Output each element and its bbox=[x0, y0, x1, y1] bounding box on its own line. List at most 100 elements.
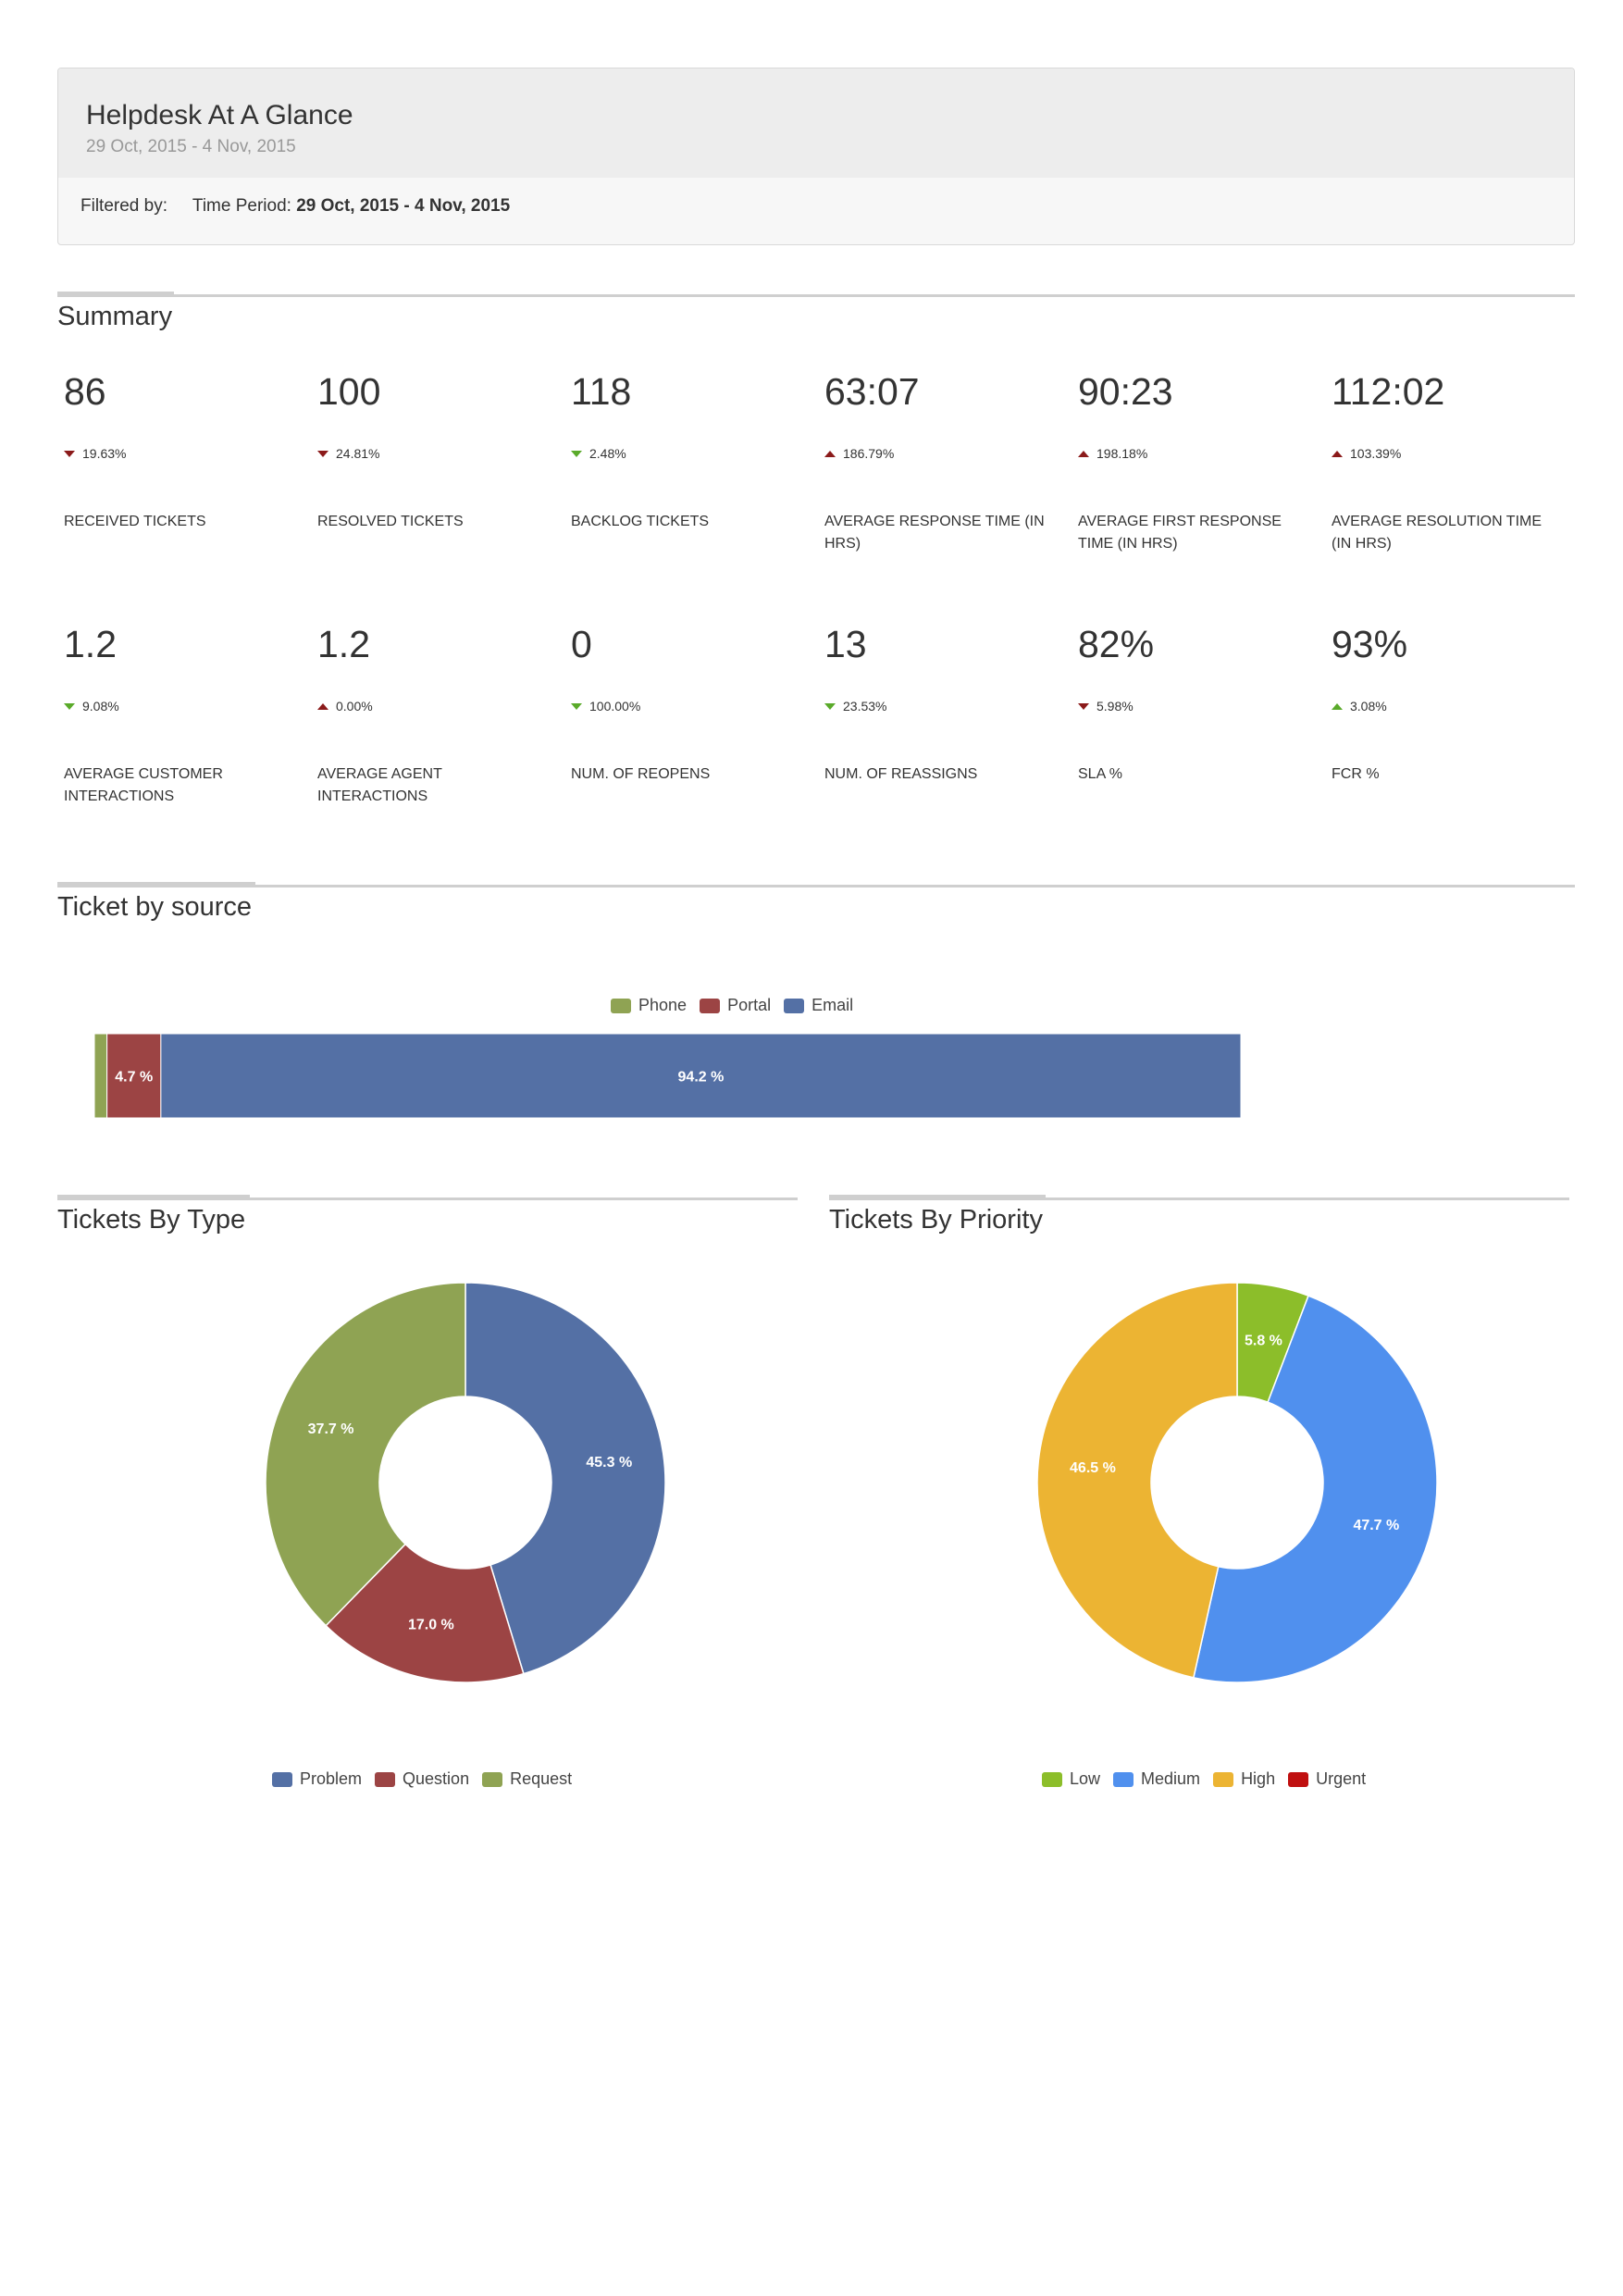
arrow-up-icon bbox=[317, 702, 328, 710]
legend-label: Question bbox=[403, 1769, 470, 1788]
legend-item-phone[interactable]: Phone bbox=[611, 996, 687, 1015]
arrow-up-icon bbox=[1332, 450, 1343, 457]
metric-value: 86 bbox=[64, 370, 106, 413]
section-divider bbox=[829, 1195, 1569, 1200]
section-divider bbox=[57, 1195, 798, 1200]
pie-data-label: 37.7 % bbox=[308, 1421, 354, 1437]
metric-change: 2.48% bbox=[571, 446, 626, 461]
legend-item-high[interactable]: High bbox=[1213, 1769, 1275, 1789]
time-period-value: 29 Oct, 2015 - 4 Nov, 2015 bbox=[296, 196, 511, 216]
metric-change-value: 24.81% bbox=[336, 446, 380, 461]
legend-swatch bbox=[272, 1771, 292, 1787]
metric-label: FCR % bbox=[1332, 766, 1380, 782]
arrow-up-icon bbox=[824, 450, 836, 457]
legend-item-low[interactable]: Low bbox=[1042, 1769, 1100, 1789]
bar-data-label: 94.2 % bbox=[678, 1070, 725, 1086]
pie-slice-problem[interactable] bbox=[465, 1282, 666, 1675]
report-header: Helpdesk At A Glance 29 Oct, 2015 - 4 No… bbox=[57, 68, 1575, 245]
legend-item-portal[interactable]: Portal bbox=[700, 996, 771, 1015]
metric-value: 13 bbox=[824, 623, 867, 665]
metric-change: 3.08% bbox=[1332, 699, 1387, 714]
metric-change-value: 100.00% bbox=[589, 699, 641, 714]
metric-change: 24.81% bbox=[317, 446, 379, 461]
arrow-down-icon bbox=[824, 702, 836, 710]
bar-segment-portal[interactable] bbox=[106, 1033, 162, 1119]
metric-label: NUM. OF REOPENS bbox=[571, 766, 711, 782]
summary-title: Summary bbox=[57, 302, 173, 331]
metric-label: RECEIVED TICKETS bbox=[64, 514, 206, 529]
pie-data-label: 47.7 % bbox=[1353, 1518, 1399, 1533]
metric-change: 5.98% bbox=[1078, 699, 1134, 714]
report-title: Helpdesk At A Glance bbox=[86, 100, 353, 130]
metric-change-value: 23.53% bbox=[843, 699, 887, 714]
arrow-down-icon bbox=[1078, 702, 1089, 710]
metric-label: AVERAGE CUSTOMER INTERACTIONS bbox=[64, 766, 223, 804]
metric-change-value: 198.18% bbox=[1096, 446, 1148, 461]
metric-change-value: 19.63% bbox=[82, 446, 127, 461]
pie-slice-high[interactable] bbox=[1036, 1282, 1238, 1679]
legend-label: Urgent bbox=[1316, 1769, 1367, 1788]
legend-item-urgent[interactable]: Urgent bbox=[1288, 1769, 1366, 1789]
legend-item-medium[interactable]: Medium bbox=[1113, 1769, 1200, 1789]
legend-swatch bbox=[611, 998, 631, 1013]
legend-swatch bbox=[1288, 1771, 1309, 1787]
source-chart-title: Ticket by source bbox=[57, 892, 253, 922]
metric-value: 1.2 bbox=[317, 623, 370, 665]
metric-value: 82% bbox=[1078, 623, 1155, 665]
priority-donut-chart: 5.8 % 47.7 % 46.5 % bbox=[1036, 1282, 1438, 1683]
arrow-up-icon bbox=[1078, 450, 1089, 457]
metric-change-value: 186.79% bbox=[843, 446, 895, 461]
type-section-header: Tickets By Type bbox=[57, 1195, 798, 1244]
priority-section-header: Tickets By Priority bbox=[829, 1195, 1569, 1244]
section-divider bbox=[57, 882, 1575, 887]
legend-item-problem[interactable]: Problem bbox=[272, 1769, 362, 1789]
bar-segment-email[interactable] bbox=[160, 1033, 1242, 1119]
pie-slice-medium[interactable] bbox=[1192, 1295, 1438, 1683]
legend-item-email[interactable]: Email bbox=[784, 996, 853, 1015]
filter-row: Filtered by: Time Period: 29 Oct, 2015 -… bbox=[81, 196, 510, 217]
metric-change: 19.63% bbox=[64, 446, 126, 461]
arrow-down-icon bbox=[571, 702, 582, 710]
legend-label: Email bbox=[812, 996, 854, 1014]
metric-value: 0 bbox=[571, 623, 592, 665]
legend-swatch bbox=[375, 1771, 396, 1787]
legend-label: High bbox=[1241, 1769, 1276, 1788]
metric-change-value: 2.48% bbox=[589, 446, 626, 461]
arrow-down-icon bbox=[64, 450, 75, 457]
legend-swatch bbox=[1113, 1771, 1134, 1787]
metric-label: AVERAGE RESPONSE TIME (IN HRS) bbox=[824, 514, 1045, 552]
legend-item-question[interactable]: Question bbox=[375, 1769, 469, 1789]
pie-data-label: 45.3 % bbox=[586, 1455, 632, 1471]
pie-data-label: 5.8 % bbox=[1245, 1334, 1282, 1349]
filtered-by-label: Filtered by: bbox=[81, 196, 167, 216]
metric-change: 103.39% bbox=[1332, 446, 1401, 461]
metric-value: 93% bbox=[1332, 623, 1408, 665]
metric-change-value: 5.98% bbox=[1096, 699, 1134, 714]
arrow-down-icon bbox=[64, 702, 75, 710]
pie-slice-request[interactable] bbox=[265, 1282, 466, 1627]
metric-change: 0.00% bbox=[317, 699, 373, 714]
metric-change-value: 0.00% bbox=[336, 699, 373, 714]
legend-swatch bbox=[1213, 1771, 1234, 1787]
source-section-header: Ticket by source bbox=[57, 882, 1575, 931]
legend-label: Problem bbox=[300, 1769, 363, 1788]
metric-value: 100 bbox=[317, 370, 381, 413]
pie-data-label: 46.5 % bbox=[1070, 1460, 1116, 1476]
type-chart-title: Tickets By Type bbox=[57, 1205, 246, 1235]
metric-value: 90:23 bbox=[1078, 370, 1173, 413]
legend-swatch bbox=[784, 998, 805, 1013]
legend-label: Request bbox=[510, 1769, 573, 1788]
metric-change-value: 3.08% bbox=[1350, 699, 1387, 714]
arrow-down-icon bbox=[571, 450, 582, 457]
legend-label: Medium bbox=[1141, 1769, 1201, 1788]
legend-item-request[interactable]: Request bbox=[482, 1769, 572, 1789]
metric-label: AVERAGE AGENT INTERACTIONS bbox=[317, 766, 442, 804]
section-divider bbox=[57, 292, 1575, 297]
priority-chart-legend: Low Medium High Urgent bbox=[1042, 1769, 1379, 1789]
legend-label: Portal bbox=[727, 996, 772, 1014]
pie-slice-question[interactable] bbox=[325, 1543, 525, 1683]
legend-label: Low bbox=[1070, 1769, 1101, 1788]
type-donut-chart: 45.3 % 17.0 % 37.7 % bbox=[265, 1282, 666, 1683]
arrow-up-icon bbox=[1332, 702, 1343, 710]
source-chart-legend: Phone Portal Email bbox=[611, 996, 866, 1015]
